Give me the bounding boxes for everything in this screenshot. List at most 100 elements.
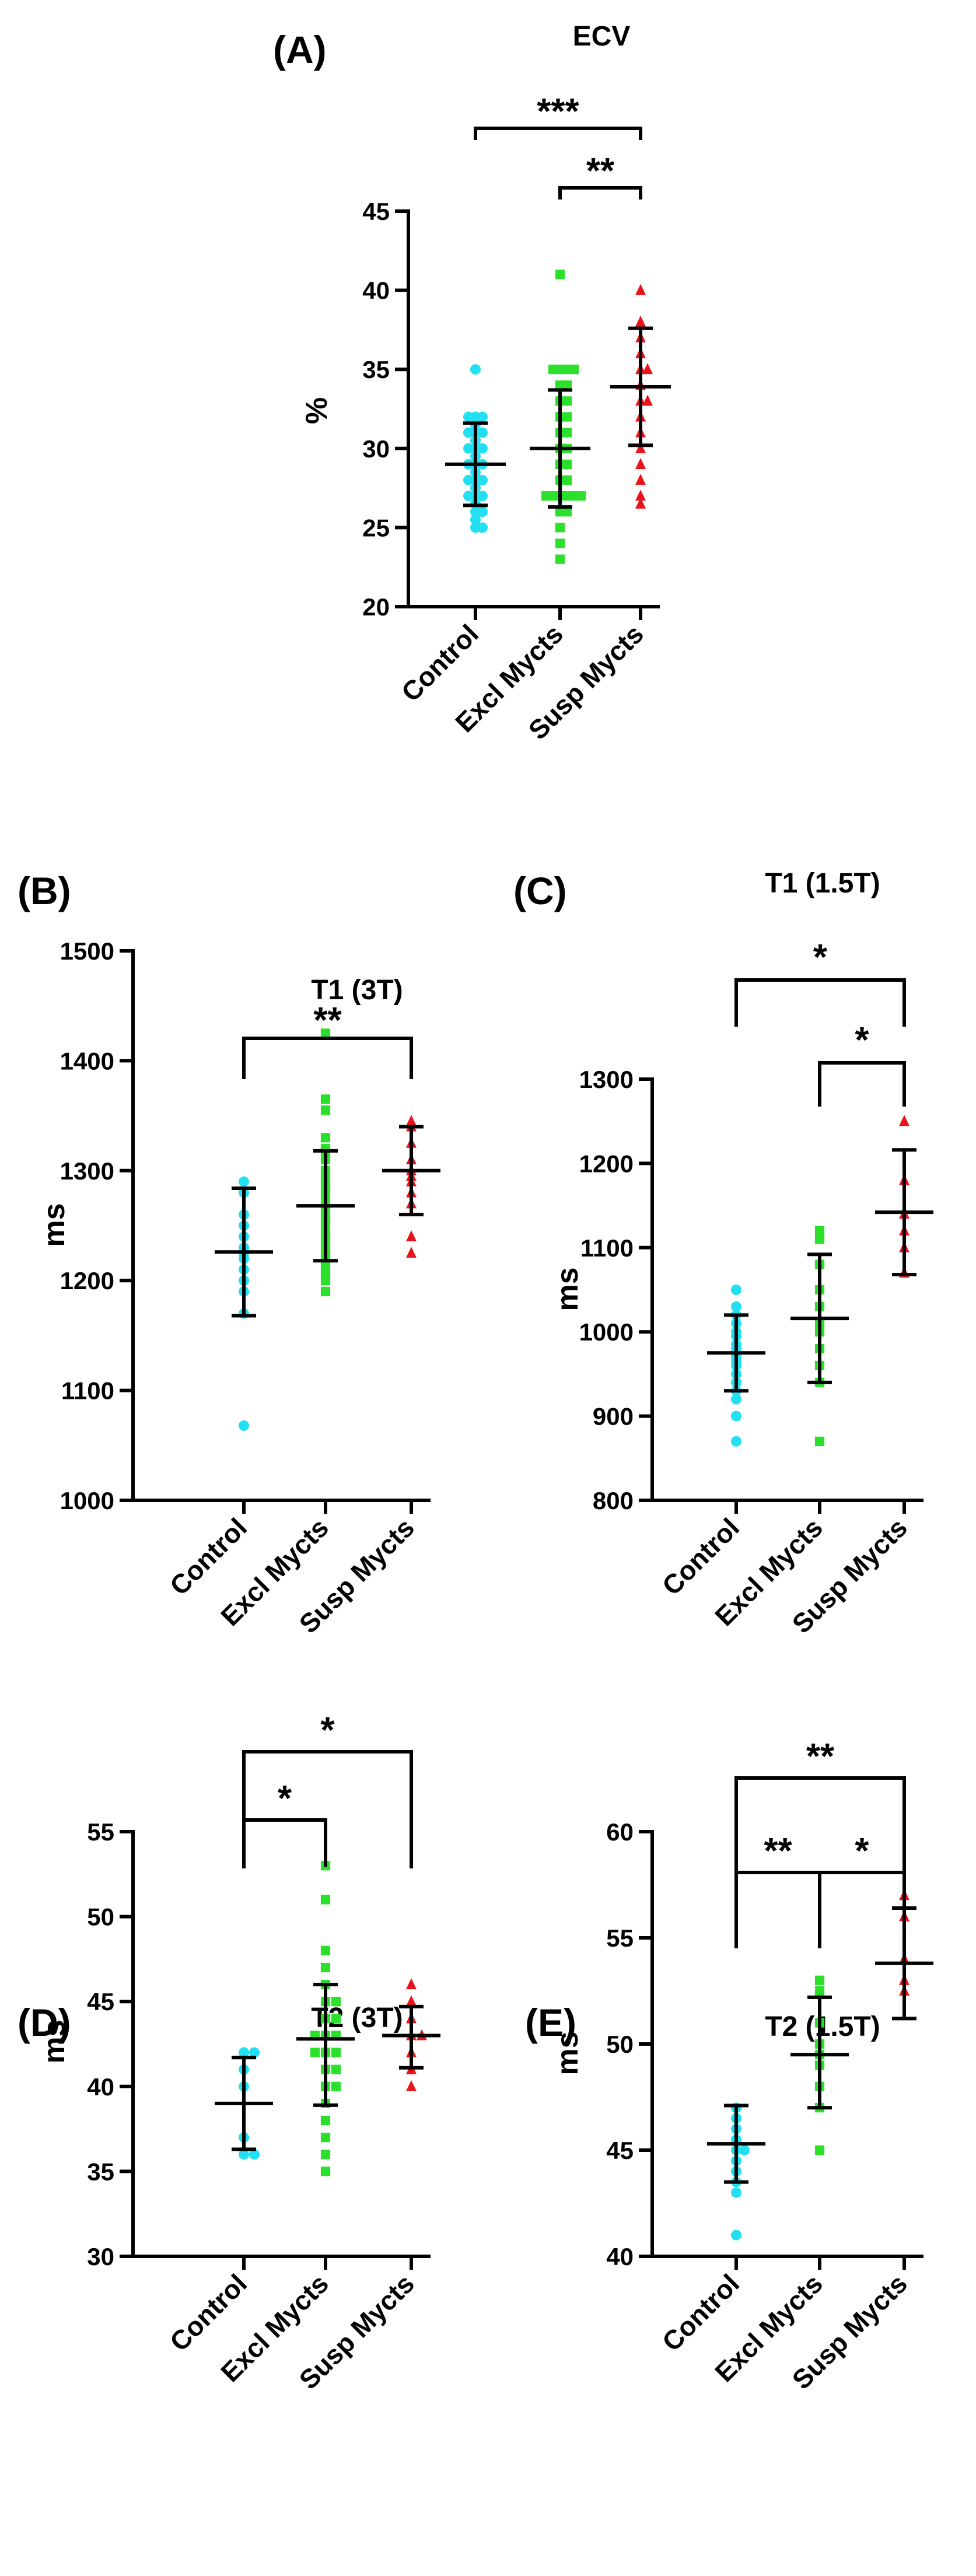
data-point: [635, 497, 646, 509]
y-tick-label: 800: [593, 1487, 634, 1514]
data-point: [576, 491, 586, 501]
significance-bracket: [734, 1871, 821, 1948]
y-tick-label: 30: [87, 2243, 114, 2270]
data-point: [635, 316, 646, 327]
data-point: [249, 2149, 260, 2160]
data-point: [899, 1115, 909, 1126]
data-point: [249, 2047, 260, 2058]
data-point: [331, 2014, 341, 2024]
y-tick-label: 1300: [60, 1157, 114, 1185]
y-tick-label: 1200: [579, 1150, 634, 1177]
data-point: [555, 523, 565, 533]
panel-b: (B)T1 (3T)ms100011001200130014001500Cont…: [18, 869, 440, 1639]
y-tick-label: 1500: [60, 937, 114, 965]
data-point: [320, 2166, 331, 2176]
y-tick-label: 1100: [580, 1234, 634, 1262]
data-point: [731, 2187, 741, 2198]
data-point: [642, 363, 653, 374]
data-point: [477, 411, 488, 422]
significance-bracket: [818, 1061, 906, 1107]
y-tick-label: 55: [606, 1924, 634, 1952]
data-point: [331, 1997, 341, 2007]
panel-label: (E): [525, 2001, 576, 2044]
significance-bracket: [558, 186, 642, 200]
panel-label: (D): [18, 2001, 71, 2044]
data-point: [331, 2048, 341, 2057]
y-tick-label: 1000: [60, 1487, 114, 1514]
y-tick-label: 20: [362, 593, 390, 621]
data-point: [642, 394, 653, 406]
data-point: [406, 2080, 417, 2091]
data-point: [562, 428, 572, 438]
panel-label: (A): [273, 28, 327, 71]
data-point: [814, 1975, 825, 1985]
panel-label: (C): [513, 869, 567, 912]
data-point: [320, 1895, 331, 1905]
data-point: [463, 443, 474, 454]
significance-bracket: [242, 1818, 327, 1867]
data-point: [731, 1410, 741, 1422]
significance-label: *: [320, 1710, 335, 1751]
y-tick-label: 40: [606, 2243, 634, 2270]
significance-label: *: [278, 1779, 292, 1819]
data-point: [239, 1420, 249, 1431]
y-axis-label: %: [300, 397, 334, 424]
data-point: [406, 1995, 417, 2007]
data-point: [239, 2047, 249, 2058]
y-tick-label: 50: [87, 1903, 114, 1931]
data-point: [555, 538, 565, 548]
data-point: [320, 1105, 331, 1115]
y-tick-label: 45: [87, 1988, 114, 2015]
data-point: [635, 474, 646, 485]
y-tick-label: 1000: [579, 1318, 634, 1346]
significance-label: *: [813, 937, 828, 978]
data-point: [331, 2064, 341, 2074]
y-tick-label: 60: [606, 1818, 634, 1846]
significance-label: ***: [537, 92, 579, 132]
data-point: [477, 491, 488, 502]
y-tick-label: 1100: [61, 1377, 114, 1405]
data-point: [814, 1234, 825, 1244]
y-tick-label: 1400: [60, 1047, 114, 1074]
data-point: [562, 396, 572, 406]
panel-c: (C) T1 (1.5T)ms8009001000110012001300Cont…: [513, 868, 933, 1639]
data-point: [331, 2081, 341, 2091]
data-point: [406, 1230, 417, 1241]
y-tick-label: 45: [606, 2137, 634, 2164]
data-point: [562, 380, 572, 390]
data-point: [635, 489, 646, 501]
data-point: [814, 1226, 825, 1236]
significance-label: **: [806, 1737, 835, 1777]
data-point: [555, 554, 565, 564]
y-axis-label: ms: [551, 1267, 585, 1311]
data-point: [320, 2133, 331, 2143]
y-tick-label: 45: [362, 198, 390, 225]
data-point: [320, 1094, 331, 1104]
significance-label: **: [764, 1831, 792, 1871]
data-point: [239, 2149, 249, 2160]
y-tick-label: 1300: [579, 1066, 634, 1093]
data-point: [548, 365, 558, 374]
significance-label: *: [855, 1831, 869, 1871]
data-point: [239, 1176, 249, 1187]
y-tick-label: 1200: [60, 1267, 114, 1294]
data-point: [320, 1945, 331, 1955]
data-point: [731, 1284, 741, 1295]
y-tick-label: 40: [87, 2073, 114, 2101]
y-axis-label: ms: [551, 2031, 585, 2075]
significance-label: **: [313, 1000, 342, 1041]
y-tick-label: 25: [362, 514, 390, 541]
data-point: [470, 514, 481, 525]
data-point: [739, 2145, 750, 2155]
y-tick-label: 35: [362, 356, 390, 383]
data-point: [320, 2115, 331, 2126]
y-tick-label: 35: [87, 2158, 114, 2185]
data-point: [635, 284, 646, 295]
significance-bracket: [242, 1750, 413, 1868]
data-point: [814, 2145, 825, 2155]
x-tick-label: Control: [396, 618, 484, 707]
